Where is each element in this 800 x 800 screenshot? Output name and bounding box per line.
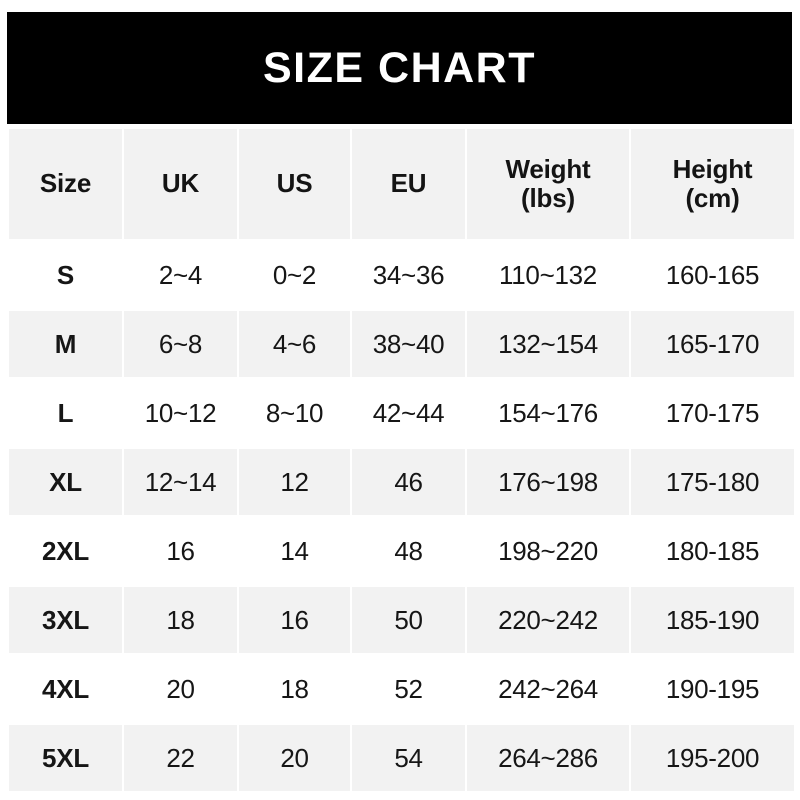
cell-eu: 48 (352, 518, 465, 584)
cell-weight: 242~264 (467, 656, 629, 722)
cell-height: 165-170 (631, 311, 794, 377)
column-header-line: (lbs) (521, 183, 575, 213)
cell-eu: 38~40 (352, 311, 465, 377)
cell-height: 185-190 (631, 587, 794, 653)
cell-us: 14 (239, 518, 350, 584)
table-row: XL 12~14 12 46 176~198 175-180 (9, 449, 794, 515)
table-row: L 10~12 8~10 42~44 154~176 170-175 (9, 380, 794, 446)
cell-us: 16 (239, 587, 350, 653)
title-banner: SIZE CHART (7, 12, 792, 124)
cell-us: 20 (239, 725, 350, 791)
column-header-height: Height (cm) (631, 129, 794, 239)
table-body: S 2~4 0~2 34~36 110~132 160-165 M 6~8 4~6 38~40 13… (9, 242, 794, 791)
cell-uk: 22 (124, 725, 237, 791)
cell-uk: 2~4 (124, 242, 237, 308)
cell-eu: 34~36 (352, 242, 465, 308)
column-header-uk: UK (124, 129, 237, 239)
column-header-size: Size (9, 129, 122, 239)
column-header-eu: EU (352, 129, 465, 239)
table-row: S 2~4 0~2 34~36 110~132 160-165 (9, 242, 794, 308)
column-header-line: Weight (505, 153, 591, 184)
column-header-line: US (276, 168, 313, 199)
cell-us: 18 (239, 656, 350, 722)
cell-eu: 42~44 (352, 380, 465, 446)
cell-weight: 220~242 (467, 587, 629, 653)
cell-eu: 46 (352, 449, 465, 515)
cell-uk: 10~12 (124, 380, 237, 446)
cell-uk: 20 (124, 656, 237, 722)
cell-us: 8~10 (239, 380, 350, 446)
cell-height: 180-185 (631, 518, 794, 584)
cell-weight: 110~132 (467, 242, 629, 308)
cell-height: 160-165 (631, 242, 794, 308)
column-header-line: Size (39, 168, 92, 199)
column-header-line: EU (390, 168, 427, 199)
cell-height: 190-195 (631, 656, 794, 722)
cell-uk: 6~8 (124, 311, 237, 377)
cell-us: 4~6 (239, 311, 350, 377)
cell-us: 0~2 (239, 242, 350, 308)
column-header-weight: Weight (lbs) (467, 129, 629, 239)
cell-weight: 198~220 (467, 518, 629, 584)
column-header-line: (cm) (685, 183, 740, 213)
cell-size: XL (9, 449, 122, 515)
cell-uk: 18 (124, 587, 237, 653)
cell-eu: 52 (352, 656, 465, 722)
column-header-us: US (239, 129, 350, 239)
column-header-line: Height (672, 153, 753, 184)
cell-size: 3XL (9, 587, 122, 653)
table-row: 5XL 22 20 54 264~286 195-200 (9, 725, 794, 791)
cell-height: 170-175 (631, 380, 794, 446)
cell-eu: 54 (352, 725, 465, 791)
table-row: 4XL 20 18 52 242~264 190-195 (9, 656, 794, 722)
cell-weight: 264~286 (467, 725, 629, 791)
page-title: SIZE CHART (263, 43, 536, 92)
cell-size: 5XL (9, 725, 122, 791)
cell-us: 12 (239, 449, 350, 515)
cell-size: M (9, 311, 122, 377)
cell-size: S (9, 242, 122, 308)
size-chart: SIZE CHART Size UK US EU Weight (lbs) Height (c… (7, 12, 794, 791)
table-header-row: Size UK US EU Weight (lbs) Height (cm) (9, 129, 794, 239)
size-chart-table: Size UK US EU Weight (lbs) Height (cm) S 2~4 0~2 3… (7, 126, 796, 794)
cell-size: 4XL (9, 656, 122, 722)
table-row: 2XL 16 14 48 198~220 180-185 (9, 518, 794, 584)
cell-size: L (9, 380, 122, 446)
cell-uk: 16 (124, 518, 237, 584)
cell-weight: 176~198 (467, 449, 629, 515)
cell-weight: 154~176 (467, 380, 629, 446)
cell-eu: 50 (352, 587, 465, 653)
cell-uk: 12~14 (124, 449, 237, 515)
cell-weight: 132~154 (467, 311, 629, 377)
column-header-line: UK (161, 168, 200, 199)
table-row: 3XL 18 16 50 220~242 185-190 (9, 587, 794, 653)
cell-height: 195-200 (631, 725, 794, 791)
table-row: M 6~8 4~6 38~40 132~154 165-170 (9, 311, 794, 377)
table-header: Size UK US EU Weight (lbs) Height (cm) (9, 129, 794, 239)
cell-size: 2XL (9, 518, 122, 584)
cell-height: 175-180 (631, 449, 794, 515)
